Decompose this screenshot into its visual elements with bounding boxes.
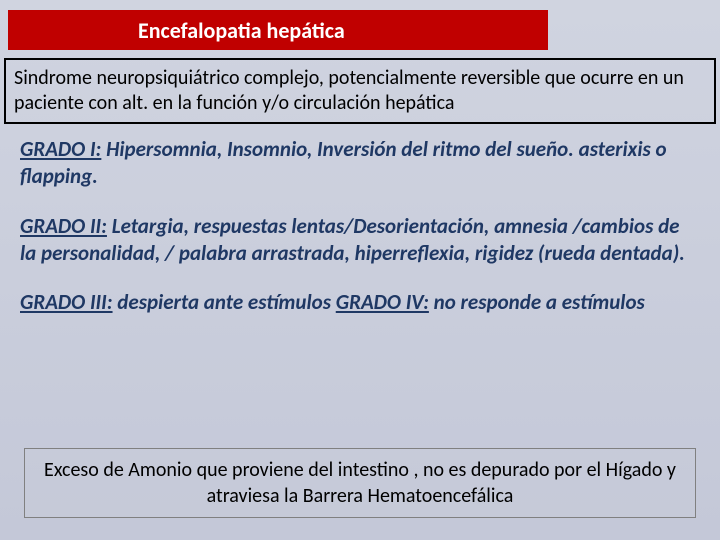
grade-4-text: no responde a estímulos bbox=[429, 289, 645, 315]
grade-3-4: GRADO III: despierta ante estímulos GRAD… bbox=[20, 289, 700, 316]
grade-2-text: Letargia, respuestas lentas/Desorientaci… bbox=[20, 213, 685, 266]
definition-box: Sindrome neuropsiquiátrico complejo, pot… bbox=[4, 58, 716, 124]
grade-1: GRADO I: Hipersomnia, Insomnio, Inversió… bbox=[20, 136, 700, 191]
grade-3-label: GRADO III: bbox=[20, 289, 113, 315]
grade-1-text: Hipersomnia, Insomnio, Inversión del rit… bbox=[20, 136, 667, 189]
title-bar: Encefalopatia hepática bbox=[8, 10, 548, 50]
bottom-note-box: Exceso de Amonio que proviene del intest… bbox=[24, 448, 696, 518]
grades-section: GRADO I: Hipersomnia, Insomnio, Inversió… bbox=[20, 136, 700, 338]
slide-title: Encefalopatia hepática bbox=[138, 17, 345, 44]
grade-1-label: GRADO I: bbox=[20, 136, 101, 162]
grade-4-label: GRADO IV: bbox=[336, 289, 429, 315]
definition-text: Sindrome neuropsiquiátrico complejo, pot… bbox=[14, 66, 706, 116]
bottom-note-text: Exceso de Amonio que proviene del intest… bbox=[35, 457, 685, 509]
grade-2-label: GRADO II: bbox=[20, 213, 107, 239]
grade-3-text: despierta ante estímulos bbox=[113, 289, 336, 315]
grade-2: GRADO II: Letargia, respuestas lentas/De… bbox=[20, 213, 700, 268]
